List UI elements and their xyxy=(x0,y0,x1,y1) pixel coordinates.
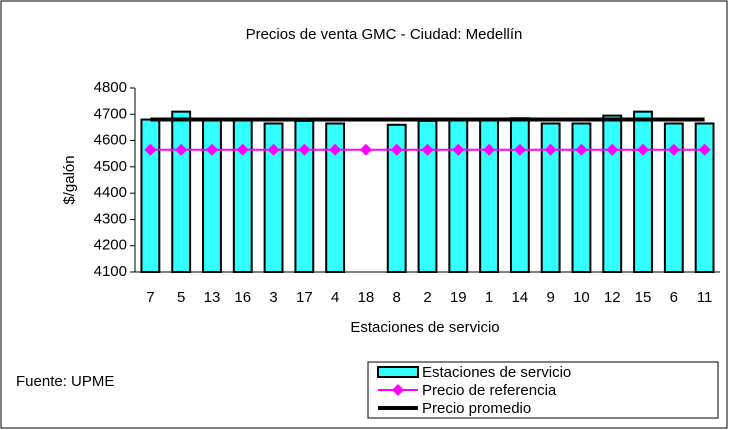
x-tick-label: 2 xyxy=(423,289,431,306)
bar xyxy=(633,110,653,273)
marker xyxy=(544,143,557,156)
x-tick-label: 15 xyxy=(635,289,652,306)
marker xyxy=(359,143,372,156)
legend-marker xyxy=(392,384,404,396)
x-axis-label: Estaciones de servicio xyxy=(350,319,499,336)
marker xyxy=(483,143,496,156)
x-tick-label: 1 xyxy=(485,289,493,306)
x-tick-label: 5 xyxy=(177,289,185,306)
source-note: Fuente: UPME xyxy=(16,373,114,390)
bar xyxy=(663,122,684,273)
x-tick-label: 19 xyxy=(450,289,467,306)
y-tick-label: 4300 xyxy=(94,210,127,227)
marker xyxy=(575,143,588,156)
x-tick-label: 14 xyxy=(512,289,529,306)
marker xyxy=(421,143,434,156)
marker xyxy=(637,143,650,156)
bar xyxy=(232,118,253,273)
legend-label: Precio de referencia xyxy=(422,382,557,399)
marker xyxy=(144,143,157,156)
marker xyxy=(452,143,465,156)
bar xyxy=(171,110,192,273)
y-tick-label: 4100 xyxy=(94,263,127,280)
x-tick-label: 6 xyxy=(670,289,678,306)
x-tick-label: 10 xyxy=(573,289,590,306)
y-tick-label: 4800 xyxy=(94,79,127,96)
y-tick-label: 4500 xyxy=(94,158,127,175)
marker xyxy=(329,143,342,156)
y-tick-label: 4700 xyxy=(94,105,127,122)
bar xyxy=(417,119,438,273)
x-tick-label: 8 xyxy=(393,289,401,306)
legend-box xyxy=(367,361,719,419)
bar xyxy=(540,122,561,273)
bar xyxy=(140,118,161,273)
x-tick-label: 11 xyxy=(697,289,713,306)
y-axis-label: $/galón xyxy=(61,155,78,204)
x-tick-label: 9 xyxy=(546,289,554,306)
marker xyxy=(298,143,311,156)
bar xyxy=(509,117,530,273)
y-tick-label: 4200 xyxy=(94,237,127,254)
x-tick-label: 12 xyxy=(604,289,621,306)
x-tick-label: 17 xyxy=(296,289,313,306)
marker xyxy=(267,143,280,156)
legend-label: Precio promedio xyxy=(422,400,531,417)
marker xyxy=(606,143,619,156)
x-tick-label: 7 xyxy=(146,289,154,306)
bar xyxy=(263,122,284,273)
bar xyxy=(386,123,407,273)
bar xyxy=(602,114,623,273)
bar xyxy=(479,118,500,273)
marker xyxy=(513,143,526,156)
marker xyxy=(698,143,711,156)
bar xyxy=(448,118,469,273)
marker xyxy=(205,143,218,156)
bar xyxy=(694,122,715,273)
bar xyxy=(202,118,222,273)
y-tick-label: 4400 xyxy=(94,184,127,201)
y-tick-label: 4600 xyxy=(94,132,127,149)
bar xyxy=(325,122,346,273)
chart-title: Precios de venta GMC - Ciudad: Medellín xyxy=(246,26,523,43)
marker xyxy=(390,143,403,156)
bar xyxy=(294,119,315,273)
x-tick-label: 3 xyxy=(269,289,277,306)
marker xyxy=(667,143,680,156)
bar xyxy=(571,122,592,273)
legend-label: Estaciones de servicio xyxy=(422,364,571,381)
marker xyxy=(175,143,188,156)
marker xyxy=(236,143,249,156)
x-tick-label: 16 xyxy=(234,289,251,306)
legend-swatch xyxy=(377,366,419,378)
x-tick-label: 13 xyxy=(204,289,221,306)
x-tick-label: 18 xyxy=(358,289,375,306)
x-tick-label: 4 xyxy=(331,289,339,306)
